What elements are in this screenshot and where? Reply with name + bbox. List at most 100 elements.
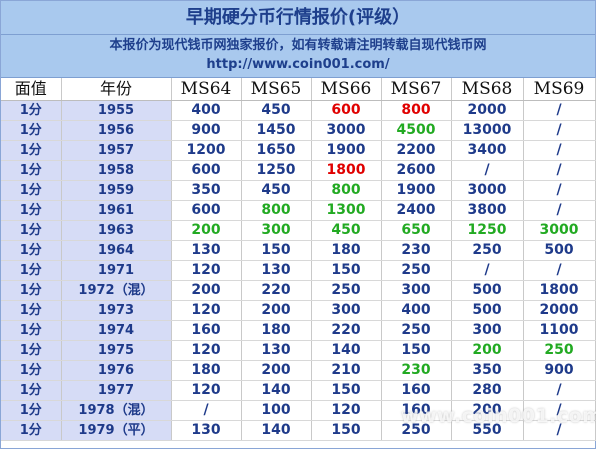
year-cell: 1976 — [61, 360, 172, 381]
table-row: 1分 1972（混） 200 220 250 300 500 1800 — [1, 280, 596, 301]
price-cell-ms68: 200 — [451, 400, 524, 421]
price-cell-ms67: 230 — [381, 240, 452, 261]
price-cell-ms66: 180 — [311, 240, 382, 261]
table-row: 1分 1979（平） 130 140 150 250 550/ — [1, 420, 596, 441]
price-cell-ms69: 250 — [523, 340, 596, 361]
price-cell-ms67: 160 — [381, 400, 452, 421]
price-cell-ms69: / — [523, 260, 596, 281]
table-row: 1分 1973 120 200 300 400 500 2000 — [1, 300, 596, 321]
price-cell-ms68: 550 — [451, 420, 524, 441]
price-cell-ms64: 120 — [171, 260, 242, 281]
price-cell-ms67: 4500 — [381, 120, 452, 141]
price-cell-ms66: 1300 — [311, 200, 382, 221]
denomination-cell: 1分 — [1, 120, 62, 141]
denomination-cell: 1分 — [1, 420, 62, 441]
price-cell-ms66: 250 — [311, 280, 382, 301]
price-cell-ms66: 450 — [311, 220, 382, 241]
denomination-cell: 1分 — [1, 180, 62, 201]
price-cell-ms67: 300 — [381, 280, 452, 301]
denomination-cell: 1分 — [1, 240, 62, 261]
price-cell-ms66: 800 — [311, 180, 382, 201]
price-cell-ms68: 3800 — [451, 200, 524, 221]
price-cell-ms67: 2400 — [381, 200, 452, 221]
denomination-cell: 1分 — [1, 340, 62, 361]
price-cell-ms65: 140 — [241, 420, 312, 441]
price-cell-ms67: 2600 — [381, 160, 452, 181]
header-ms69: MS69 — [523, 78, 596, 101]
table-row: 1分 1975 120 130 140 150 200 250 — [1, 340, 596, 361]
price-cell-ms65: 450 — [241, 180, 312, 201]
price-cell-ms65: 1250 — [241, 160, 312, 181]
year-cell: 1978（混） — [61, 400, 172, 421]
table-row: 1分 1955 400 450 600 800 2000/ — [1, 100, 596, 121]
price-rows: 1分 1955 400 450 600 800 2000/1分 1956 900 1450 3000… — [1, 100, 596, 441]
price-cell-ms65: 220 — [241, 280, 312, 301]
year-cell: 1963 — [61, 220, 172, 241]
table-row: 1分 1959 350 450 800 1900 3000/ — [1, 180, 596, 201]
denomination-cell: 1分 — [1, 400, 62, 421]
price-cell-ms68: 3400 — [451, 140, 524, 161]
price-cell-ms65: 180 — [241, 320, 312, 341]
price-cell-ms68: 2000 — [451, 100, 524, 121]
price-cell-ms64: 130 — [171, 240, 242, 261]
price-cell-ms66: 1900 — [311, 140, 382, 161]
price-cell-ms65: 150 — [241, 240, 312, 261]
year-cell: 1975 — [61, 340, 172, 361]
header-denomination: 面值 — [1, 78, 62, 101]
price-cell-ms65: 800 — [241, 200, 312, 221]
year-cell: 1979（平） — [61, 420, 172, 441]
price-cell-ms66: 1800 — [311, 160, 382, 181]
price-cell-ms65: 140 — [241, 380, 312, 401]
year-cell: 1964 — [61, 240, 172, 261]
price-cell-ms67: 2200 — [381, 140, 452, 161]
price-cell-ms69: / — [523, 400, 596, 421]
price-cell-ms68: 300 — [451, 320, 524, 341]
denomination-cell: 1分 — [1, 220, 62, 241]
price-cell-ms69: / — [523, 180, 596, 201]
price-cell-ms65: 130 — [241, 340, 312, 361]
price-cell-ms66: 150 — [311, 420, 382, 441]
year-cell: 1972（混） — [61, 280, 172, 301]
price-cell-ms65: 1650 — [241, 140, 312, 161]
table-row: 1分 1961 600 800 1300 2400 3800/ — [1, 200, 596, 221]
denomination-cell: 1分 — [1, 160, 62, 181]
price-cell-ms66: 120 — [311, 400, 382, 421]
price-cell-ms69: 3000 — [523, 220, 596, 241]
table-row: 1分 1956 900 1450 3000 4500 13000/ — [1, 120, 596, 141]
price-cell-ms67: 250 — [381, 260, 452, 281]
price-cell-ms64: 160 — [171, 320, 242, 341]
price-cell-ms68: / — [451, 260, 524, 281]
price-cell-ms69: / — [523, 120, 596, 141]
price-cell-ms68: 350 — [451, 360, 524, 381]
price-cell-ms64: 120 — [171, 380, 242, 401]
denomination-cell: 1分 — [1, 140, 62, 161]
price-cell-ms67: 400 — [381, 300, 452, 321]
table-row: 1分 1974 160 180 220 250 300 1100 — [1, 320, 596, 341]
price-cell-ms66: 220 — [311, 320, 382, 341]
table-row: 1分 1963 200 300 450 650 1250 3000 — [1, 220, 596, 241]
copyright-notice: 本报价为现代钱币网独家报价，如有转载请注明转载自现代钱币网 http://www… — [1, 35, 595, 78]
price-cell-ms64: 350 — [171, 180, 242, 201]
price-cell-ms65: 1450 — [241, 120, 312, 141]
table-row: 1分 1977 120 140 150 160 280/ — [1, 380, 596, 401]
price-cell-ms65: 130 — [241, 260, 312, 281]
price-cell-ms69: / — [523, 100, 596, 121]
price-cell-ms69: 1100 — [523, 320, 596, 341]
price-cell-ms66: 3000 — [311, 120, 382, 141]
price-cell-ms69: / — [523, 420, 596, 441]
header-row: 面值 年份 MS64 MS65 MS66 MS67 MS68 MS69 — [1, 78, 596, 101]
price-cell-ms64: 400 — [171, 100, 242, 121]
denomination-cell: 1分 — [1, 200, 62, 221]
price-cell-ms66: 300 — [311, 300, 382, 321]
year-cell: 1957 — [61, 140, 172, 161]
price-cell-ms67: 650 — [381, 220, 452, 241]
price-cell-ms68: 250 — [451, 240, 524, 261]
header-ms67: MS67 — [381, 78, 452, 101]
year-cell: 1958 — [61, 160, 172, 181]
price-cell-ms69: 500 — [523, 240, 596, 261]
table-row: 1分 1976 180 200 210 230 350 900 — [1, 360, 596, 381]
price-cell-ms67: 1900 — [381, 180, 452, 201]
price-cell-ms67: 250 — [381, 420, 452, 441]
header-ms66: MS66 — [311, 78, 382, 101]
price-cell-ms69: 1800 — [523, 280, 596, 301]
